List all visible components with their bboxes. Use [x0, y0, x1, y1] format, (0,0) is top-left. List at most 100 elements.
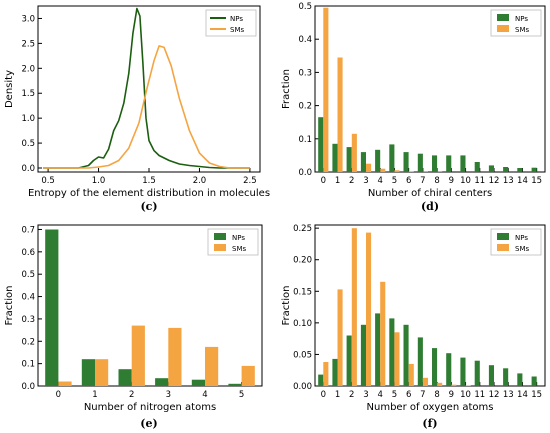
- x-tick-label: 1.5: [142, 176, 156, 186]
- panel-c-density-chart: Entropy of the element distribution in m…: [4, 5, 270, 213]
- bar-nps-13: [503, 167, 509, 172]
- y-tick-label: 0.6: [21, 248, 35, 258]
- bar-sms-7: [422, 377, 428, 386]
- x-tick-label: 4: [378, 390, 383, 400]
- bar-sms-0: [323, 7, 329, 173]
- y-tick-label: 0.1: [298, 135, 312, 145]
- x-tick-label: 4: [202, 390, 207, 400]
- bar-sms-10: [465, 385, 471, 386]
- legend-label-sms: SMs: [515, 245, 529, 253]
- bar-nps-0: [318, 117, 324, 172]
- bar-sms-2: [351, 133, 357, 172]
- bar-nps-8: [432, 348, 438, 386]
- bar-nps-14: [517, 373, 523, 386]
- bar-sms-0: [323, 362, 329, 386]
- plot-frame: [314, 224, 546, 387]
- panel-caption: (e): [140, 417, 157, 430]
- bar-nps-6: [403, 324, 409, 386]
- y-tick-label: 2.0: [21, 64, 35, 74]
- bar-sms-2: [351, 228, 357, 386]
- bar-nps-5: [389, 144, 395, 172]
- bar-nps-1: [332, 143, 338, 172]
- legend-swatch-nps: [497, 14, 509, 21]
- x-tick-label: 1: [335, 176, 340, 186]
- legend-label-sms: SMs: [232, 245, 246, 253]
- y-axis-label: Density: [4, 70, 15, 108]
- bar-sms-4: [205, 346, 219, 386]
- legend-label-sms: SMs: [230, 26, 244, 34]
- series-line-sms: [43, 45, 250, 169]
- y-tick-label: 0.1: [21, 360, 35, 370]
- x-tick-label: 5: [239, 390, 244, 400]
- y-tick-label: 0.0: [298, 168, 312, 178]
- y-tick-label: 0.0: [21, 382, 35, 392]
- series-line-nps: [43, 7, 250, 169]
- y-tick-label: 1.5: [21, 89, 35, 99]
- x-tick-label: 11: [474, 176, 485, 186]
- bar-nps-3: [155, 378, 169, 386]
- x-tick-label: 0: [321, 390, 326, 400]
- x-tick-label: 5: [392, 390, 397, 400]
- panel-caption: (d): [421, 200, 439, 213]
- y-tick-label: 0.5: [21, 270, 35, 280]
- bar-sms-1: [337, 57, 343, 172]
- x-tick-label: 12: [489, 176, 500, 186]
- x-axis-label: Number of oxygen atoms: [367, 402, 494, 413]
- legend-label-nps: NPs: [232, 234, 245, 242]
- y-tick-label: 3.0: [21, 14, 35, 24]
- x-tick-label: 8: [434, 390, 439, 400]
- bar-nps-9: [446, 353, 452, 386]
- bar-sms-1: [337, 289, 343, 386]
- x-axis-label: Entropy of the element distribution in m…: [28, 188, 270, 199]
- y-tick-label: 0.0: [21, 164, 35, 174]
- bar-nps-14: [517, 168, 523, 172]
- x-tick-label: 12: [489, 390, 500, 400]
- y-tick-label: 0.2: [21, 337, 35, 347]
- bar-nps-1: [332, 358, 338, 386]
- x-tick-label: 14: [517, 390, 528, 400]
- bar-sms-5: [394, 332, 400, 386]
- bar-nps-4: [191, 379, 205, 386]
- y-tick-label: 0.7: [21, 225, 35, 235]
- panel-f-oxygen-atoms-chart: Number of oxygen atoms Fraction (f) 0.00 0.0…: [281, 224, 546, 430]
- bar-nps-5: [389, 318, 395, 386]
- panel-caption: (f): [422, 417, 437, 430]
- x-tick-label: 9: [449, 390, 454, 400]
- bar-nps-6: [403, 152, 409, 172]
- panel-e-nitrogen-atoms-chart: Number of nitrogen atoms Fraction (e) 0.0 0.…: [4, 224, 263, 430]
- x-tick-label: 1: [335, 390, 340, 400]
- x-axis-label: Number of nitrogen atoms: [84, 402, 216, 413]
- y-tick-label: 1.0: [21, 114, 35, 124]
- x-tick-label: 9: [449, 176, 454, 186]
- bar-nps-13: [503, 368, 509, 386]
- bar-nps-12: [488, 165, 494, 172]
- x-tick-label: 3: [363, 390, 368, 400]
- legend-label-nps: NPs: [515, 15, 528, 23]
- legend-swatch-sms: [214, 244, 226, 251]
- bar-nps-0: [318, 374, 324, 386]
- bar-nps-2: [118, 369, 132, 386]
- x-tick-label: 2.0: [193, 176, 207, 186]
- bar-sms-2: [131, 325, 145, 386]
- y-tick-label: 0.10: [293, 319, 312, 329]
- legend: NPs SMs: [205, 9, 257, 37]
- bar-nps-7: [417, 337, 423, 386]
- legend-label-nps: NPs: [515, 234, 528, 242]
- legend-swatch-nps: [497, 233, 509, 240]
- y-tick-label: 0.5: [298, 2, 312, 12]
- x-tick-label: 4: [378, 176, 383, 186]
- y-tick-label: 0.5: [21, 139, 35, 149]
- bar-sms-1: [95, 359, 109, 386]
- x-tick-label: 3: [166, 390, 171, 400]
- bar-nps-1: [81, 359, 95, 386]
- y-tick-label: 0.4: [21, 293, 35, 303]
- y-tick-label: 0.20: [293, 256, 312, 266]
- legend-label-sms: SMs: [515, 26, 529, 34]
- x-tick-label: 2: [349, 176, 354, 186]
- bar-sms-6: [408, 363, 414, 386]
- y-tick-label: 0.3: [298, 68, 312, 78]
- bar-sms-3: [366, 163, 372, 172]
- bar-nps-9: [446, 155, 452, 172]
- x-tick-label: 10: [460, 176, 471, 186]
